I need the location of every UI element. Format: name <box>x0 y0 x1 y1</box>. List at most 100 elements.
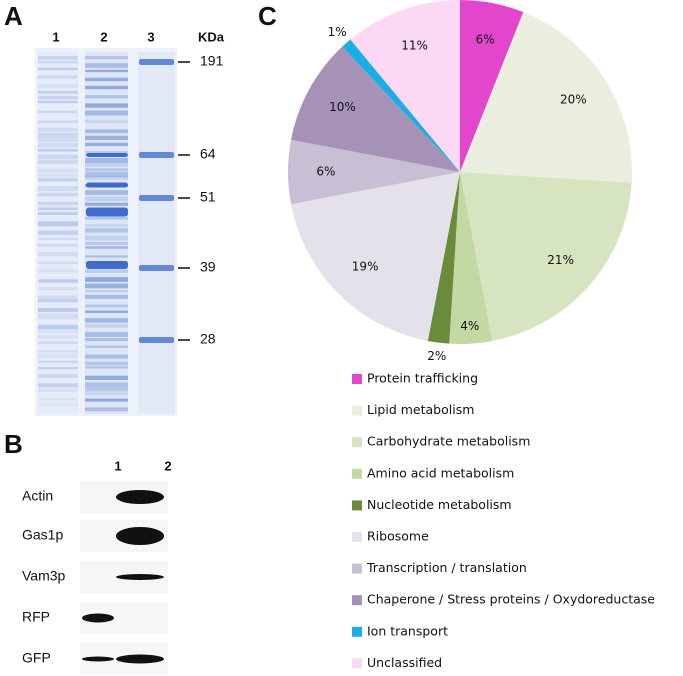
pie-slice <box>460 0 524 172</box>
gel-band <box>38 403 78 407</box>
gel-band <box>85 289 128 293</box>
gel-band <box>38 168 78 173</box>
gel-band <box>38 207 78 211</box>
legend-label: Ribosome <box>367 529 429 544</box>
gel-band <box>85 202 128 206</box>
gel-band <box>38 313 78 318</box>
gel <box>35 48 177 416</box>
gel-band <box>38 341 78 345</box>
pie-slice <box>427 172 460 344</box>
gel-band <box>38 154 78 160</box>
gel-band <box>85 85 128 90</box>
gel-band <box>38 138 78 142</box>
gel-band <box>38 178 78 182</box>
gel-band <box>85 142 128 147</box>
gel-band <box>38 75 78 79</box>
gel-band <box>38 279 78 283</box>
gel-band <box>85 151 128 154</box>
slice-label: 21% <box>547 253 574 267</box>
legend-label: Protein trafficking <box>367 371 478 386</box>
slice-label: 6% <box>316 165 335 179</box>
gel-band <box>38 90 78 94</box>
gel-band <box>86 261 128 269</box>
slice-label: 1% <box>328 25 347 39</box>
gel-band <box>38 243 78 247</box>
gel-band <box>85 382 128 388</box>
panel-label: A <box>4 1 23 31</box>
gel-band <box>85 168 128 172</box>
gel-band <box>38 127 78 132</box>
gel-band <box>38 388 78 393</box>
gel-band <box>38 56 78 60</box>
blot-band <box>82 613 114 623</box>
gel-band <box>85 103 128 108</box>
legend-label: Lipid metabolism <box>367 402 474 417</box>
legend-swatch <box>352 500 362 511</box>
row-label: Actin <box>22 488 53 504</box>
gel-band <box>38 212 78 216</box>
gel-band <box>85 304 128 308</box>
gel-band <box>38 398 78 401</box>
pie-slice <box>350 0 460 172</box>
gel-band <box>86 207 128 217</box>
gel-band <box>38 83 78 88</box>
gel-band <box>38 173 78 178</box>
gel-band <box>85 242 128 245</box>
gel-band <box>85 223 128 227</box>
gel-band <box>85 129 128 134</box>
legend-swatch <box>352 626 362 637</box>
marker-label: 191 <box>200 53 224 69</box>
panel-label: C <box>258 1 277 31</box>
gel-band <box>38 373 78 379</box>
gel-band <box>85 269 128 273</box>
panel-label: B <box>4 429 23 459</box>
gel-band <box>38 350 78 353</box>
gel-band <box>38 201 78 206</box>
gel-band <box>85 69 128 73</box>
marker-band <box>139 337 174 343</box>
blot-band <box>116 574 164 580</box>
gel-band <box>85 294 128 299</box>
gel-band <box>85 318 128 323</box>
gel-band <box>38 317 78 320</box>
marker-label: 51 <box>200 189 216 205</box>
gel-band <box>85 95 128 99</box>
gel-band <box>38 299 78 303</box>
gel-band <box>38 286 78 291</box>
row-label: Gas1p <box>22 527 63 543</box>
pie-slice <box>460 172 632 341</box>
slice-label: 4% <box>460 319 479 333</box>
gel-band <box>85 135 128 141</box>
legend-label: Transcription / translation <box>366 560 527 575</box>
gel-band <box>85 354 128 359</box>
gel-lane <box>138 52 175 414</box>
gel-band <box>85 63 128 68</box>
gel-band <box>85 283 128 289</box>
pie-slice <box>291 46 460 172</box>
gel-band <box>85 110 128 116</box>
marker-label: 28 <box>200 331 216 347</box>
gel-band <box>85 162 128 167</box>
marker-band <box>139 152 174 158</box>
lane-label: 2 <box>164 458 171 473</box>
gel-band <box>85 176 128 180</box>
marker-label: 64 <box>200 146 216 162</box>
legend-swatch <box>352 658 362 669</box>
legend-label: Amino acid metabolism <box>367 465 514 480</box>
gel-band <box>85 332 128 338</box>
gel-band <box>38 160 78 164</box>
lane-label: 3 <box>147 29 154 44</box>
blot-band <box>116 490 164 504</box>
gel-band <box>38 120 78 124</box>
gel-band <box>38 100 78 104</box>
gel-band <box>85 172 128 178</box>
gel-band <box>85 310 128 313</box>
slice-label: 2% <box>427 349 446 363</box>
gel-lane <box>38 52 78 414</box>
gel-band <box>38 143 78 148</box>
gel-band <box>85 361 128 366</box>
pie-slice <box>342 39 460 172</box>
gel-band <box>38 354 78 359</box>
gel-band <box>85 157 128 163</box>
